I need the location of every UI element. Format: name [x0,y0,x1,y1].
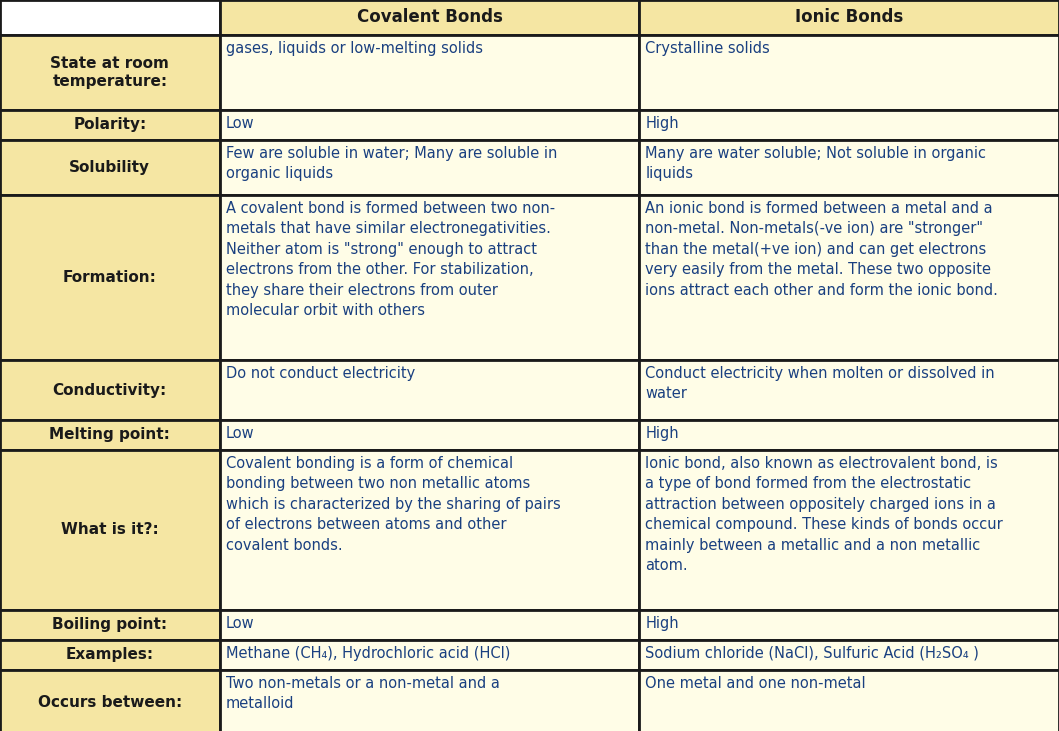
Bar [0,140,220,195]
Text: Low: Low [226,426,254,441]
Bar [0,610,220,640]
Text: Do not conduct electricity: Do not conduct electricity [226,366,415,381]
Bar [220,0,640,35]
Bar [0,195,220,360]
Text: Boiling point:: Boiling point: [52,618,167,632]
Text: Conduct electricity when molten or dissolved in
water: Conduct electricity when molten or disso… [645,366,995,401]
Bar [220,420,640,450]
Text: Methane (CH₄), Hydrochloric acid (HCl): Methane (CH₄), Hydrochloric acid (HCl) [226,646,510,661]
Text: An ionic bond is formed between a metal and a
non-metal. Non-metals(-ve ion) are: An ionic bond is formed between a metal … [645,201,999,298]
Bar [640,35,1059,110]
Text: Ionic bond, also known as electrovalent bond, is
a type of bond formed from the : Ionic bond, also known as electrovalent … [645,456,1003,573]
Bar [0,110,220,140]
Bar [0,0,220,35]
Bar [220,360,640,420]
Text: Two non-metals or a non-metal and a
metalloid: Two non-metals or a non-metal and a meta… [226,676,500,711]
Text: Low: Low [226,116,254,131]
Bar [220,110,640,140]
Bar [220,195,640,360]
Text: gases, liquids or low-melting solids: gases, liquids or low-melting solids [226,41,483,56]
Bar [640,450,1059,610]
Bar [640,670,1059,731]
Text: Conductivity:: Conductivity: [53,382,167,398]
Bar [640,420,1059,450]
Bar [640,610,1059,640]
Text: Solubility: Solubility [70,160,150,175]
Text: Crystalline solids: Crystalline solids [645,41,770,56]
Text: High: High [645,616,679,631]
Bar [640,140,1059,195]
Bar [220,35,640,110]
Bar [0,670,220,731]
Bar [220,450,640,610]
Bar [220,640,640,670]
Bar [640,0,1059,35]
Text: What is it?:: What is it?: [61,523,159,537]
Bar [220,140,640,195]
Text: A covalent bond is formed between two non-
metals that have similar electronegat: A covalent bond is formed between two no… [226,201,555,318]
Text: Melting point:: Melting point: [50,428,170,442]
Bar [0,35,220,110]
Text: Few are soluble in water; Many are soluble in
organic liquids: Few are soluble in water; Many are solub… [226,146,557,181]
Text: Formation:: Formation: [62,270,157,285]
Text: One metal and one non-metal: One metal and one non-metal [645,676,866,691]
Text: Ionic Bonds: Ionic Bonds [795,9,903,26]
Text: Many are water soluble; Not soluble in organic
liquids: Many are water soluble; Not soluble in o… [645,146,986,181]
Text: Covalent bonding is a form of chemical
bonding between two non metallic atoms
wh: Covalent bonding is a form of chemical b… [226,456,560,553]
Bar [640,640,1059,670]
Text: Polarity:: Polarity: [73,118,146,132]
Text: Examples:: Examples: [66,648,154,662]
Bar [0,450,220,610]
Bar [0,640,220,670]
Text: Low: Low [226,616,254,631]
Text: High: High [645,426,679,441]
Bar [220,610,640,640]
Bar [640,195,1059,360]
Text: State at room
temperature:: State at room temperature: [51,56,169,88]
Text: Covalent Bonds: Covalent Bonds [357,9,502,26]
Bar [640,110,1059,140]
Bar [640,360,1059,420]
Bar [220,670,640,731]
Text: High: High [645,116,679,131]
Bar [0,360,220,420]
Text: Occurs between:: Occurs between: [38,695,182,710]
Bar [0,420,220,450]
Text: Sodium chloride (NaCl), Sulfuric Acid (H₂SO₄ ): Sodium chloride (NaCl), Sulfuric Acid (H… [645,646,980,661]
